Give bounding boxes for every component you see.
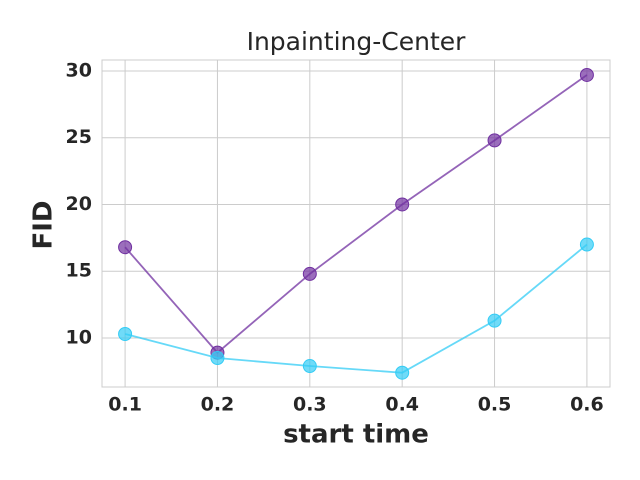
data-point [210, 351, 225, 366]
series-line [124, 243, 588, 374]
y-tick-label: 20 [66, 193, 92, 215]
x-tick-label: 0.6 [570, 394, 604, 416]
data-point [118, 240, 133, 255]
chart-title: Inpainting-Center [247, 27, 467, 56]
x-axis-label: start time [283, 420, 429, 450]
data-point [118, 326, 133, 341]
data-point [395, 197, 410, 212]
data-point [579, 67, 594, 82]
data-point [487, 133, 502, 148]
y-tick-label: 30 [66, 59, 92, 81]
plot-area [101, 59, 611, 388]
x-tick-label: 0.2 [201, 394, 235, 416]
x-tick-label: 0.5 [478, 394, 512, 416]
data-point [302, 359, 317, 374]
y-tick-label: 10 [66, 326, 92, 348]
x-tick-label: 0.4 [385, 394, 419, 416]
data-point [579, 237, 594, 252]
y-tick-label: 15 [66, 260, 92, 282]
y-tick-label: 25 [66, 126, 92, 148]
series-line [124, 74, 588, 354]
data-point [395, 365, 410, 380]
data-point [302, 266, 317, 281]
y-axis-label: FID [29, 200, 59, 249]
data-point [487, 313, 502, 328]
x-tick-label: 0.1 [108, 394, 142, 416]
x-tick-label: 0.3 [293, 394, 327, 416]
